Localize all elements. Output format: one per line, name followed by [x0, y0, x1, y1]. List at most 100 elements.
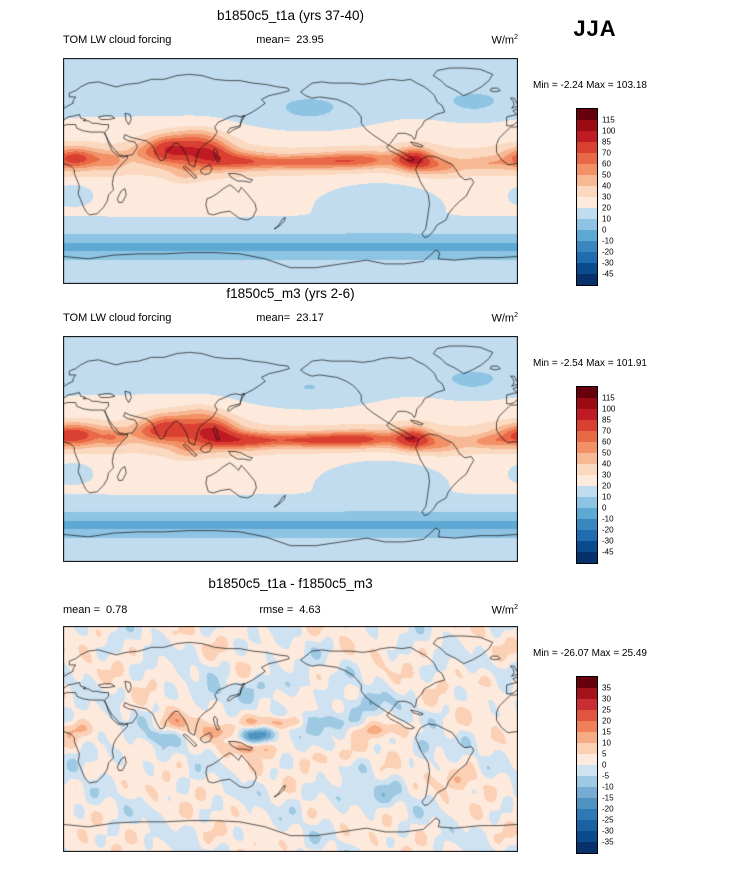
colorbar-tick-label: -25 [602, 815, 614, 825]
panel3-rmse: rmse = 4.63 [259, 604, 320, 616]
colorbar-swatch [577, 486, 597, 497]
colorbar-tick-label: 85 [602, 137, 611, 147]
colorbar-tick-label: -15 [602, 793, 614, 803]
panel1-map-canvas [63, 58, 518, 284]
units-base: W/m [491, 604, 515, 617]
colorbar-tick-label: 10 [602, 214, 611, 224]
colorbar-tick-label: 50 [602, 448, 611, 458]
colorbar-swatch [577, 475, 597, 486]
colorbar-tick-label: 0 [602, 503, 607, 513]
season-label: JJA [573, 16, 617, 41]
colorbar-swatch [577, 710, 597, 721]
panel1-minmax: Min = -2.24 Max = 103.18 [533, 80, 647, 91]
units-base: W/m [491, 312, 515, 325]
colorbar-swatch [577, 831, 597, 842]
colorbar-swatch [577, 263, 597, 274]
panel2-minmax: Min = -2.54 Max = 101.91 [533, 358, 647, 369]
colorbar-tick-label: 0 [602, 760, 607, 770]
panel2-units-label: W/m2 [418, 312, 518, 325]
units-exponent: 2 [514, 34, 518, 41]
panel1-variable-label: TOM LW cloud forcing [63, 34, 172, 46]
colorbar-swatch [577, 142, 597, 153]
colorbar-swatch [577, 442, 597, 453]
rmse-value: 4.63 [299, 604, 321, 616]
colorbar-tick-label: -10 [602, 514, 614, 524]
colorbar-tick-label: -30 [602, 536, 614, 546]
colorbar-tick-label: 100 [602, 126, 616, 136]
colorbar-swatch [577, 787, 597, 798]
colorbar-tick-label: 60 [602, 159, 611, 169]
colorbar-tick-label: 85 [602, 415, 611, 425]
colorbar-tick-label: 30 [602, 470, 611, 480]
colorbar-tick-label: -20 [602, 247, 614, 257]
panel2-mean: mean= 23.17 [256, 312, 323, 324]
colorbar-tick-label: -45 [602, 547, 614, 557]
colorbar-swatch [577, 754, 597, 765]
colorbar-tick-label: 60 [602, 437, 611, 447]
colorbar-swatch [577, 252, 597, 263]
colorbar-tick-label: 15 [602, 727, 611, 737]
colorbar-swatch [577, 420, 597, 431]
colorbar-tick-label: -20 [602, 804, 614, 814]
panel3-title: b1850c5_t1a - f1850c5_m3 [208, 576, 373, 591]
colorbar-swatch [577, 241, 597, 252]
panel3-units-label: W/m2 [418, 604, 518, 617]
colorbar-tick-label: 115 [602, 115, 615, 125]
colorbar-tick-label: -35 [602, 837, 614, 847]
colorbar-tick-label: -20 [602, 525, 614, 535]
panel1-units-label: W/m2 [418, 34, 518, 47]
colorbar-swatch [577, 765, 597, 776]
colorbar-tick-label: -45 [602, 269, 614, 279]
colorbar-tick-label: 0 [602, 225, 607, 235]
panel1-colorbar: 115 100 85 70 60 50 40 30 20 10 0 -10 -20 -30 -45 [576, 108, 615, 286]
colorbar-tick-label: -30 [602, 826, 614, 836]
colorbar-tick-label: 115 [602, 393, 615, 403]
colorbar-swatch [577, 677, 597, 688]
colorbar-tick-label: 70 [602, 148, 611, 158]
mean-value: 0.78 [106, 604, 128, 616]
colorbar-swatch [577, 453, 597, 464]
rmse-label: rmse = [259, 604, 294, 616]
units-exponent: 2 [514, 604, 518, 611]
colorbar-tick-label: 35 [602, 683, 611, 693]
mean-value: 23.95 [296, 34, 324, 46]
colorbar-swatch [577, 120, 597, 131]
panel3-colorbar: 35 30 25 20 15 10 5 0 -5 -10 -15 -20 -25 -30 -35 [576, 676, 614, 854]
colorbar-swatch [577, 809, 597, 820]
colorbar-swatch [577, 274, 597, 285]
panel2-colorbar: 115 100 85 70 60 50 40 30 20 10 0 -10 -20 -30 -45 [576, 386, 615, 564]
colorbar-tick-label: -10 [602, 782, 614, 792]
colorbar-swatch [577, 197, 597, 208]
colorbar-tick-label: -30 [602, 258, 614, 268]
colorbar-tick-label: 50 [602, 170, 611, 180]
panel3-minmax: Min = -26.07 Max = 25.49 [533, 648, 647, 659]
units-exponent: 2 [514, 312, 518, 319]
colorbar-swatch [577, 552, 597, 563]
colorbar-swatch [577, 387, 597, 398]
colorbar-tick-label: 30 [602, 694, 611, 704]
colorbar-swatch [577, 186, 597, 197]
colorbar-swatch [577, 164, 597, 175]
panel3-mean: mean = 0.78 [63, 604, 127, 616]
colorbar-tick-label: 10 [602, 738, 611, 748]
colorbar-tick-label: -5 [602, 771, 610, 781]
colorbar-swatch [577, 699, 597, 710]
colorbar-tick-label: 25 [602, 705, 611, 715]
colorbar-tick-label: 20 [602, 481, 611, 491]
colorbar-swatch [577, 519, 597, 530]
mean-value: 23.17 [296, 312, 324, 324]
colorbar-swatch [577, 175, 597, 186]
colorbar-swatch [577, 530, 597, 541]
colorbar-swatch [577, 776, 597, 787]
colorbar-swatch [577, 230, 597, 241]
colorbar-tick-label: 30 [602, 192, 611, 202]
colorbar-tick-label: 100 [602, 404, 616, 414]
colorbar-tick-label: 40 [602, 459, 611, 469]
colorbar-swatch [577, 798, 597, 809]
panel2-title: f1850c5_m3 (yrs 2-6) [226, 286, 355, 301]
colorbar-swatch [577, 508, 597, 519]
colorbar-swatch [577, 109, 597, 120]
colorbar-tick-label: 20 [602, 203, 611, 213]
colorbar-swatch [577, 208, 597, 219]
